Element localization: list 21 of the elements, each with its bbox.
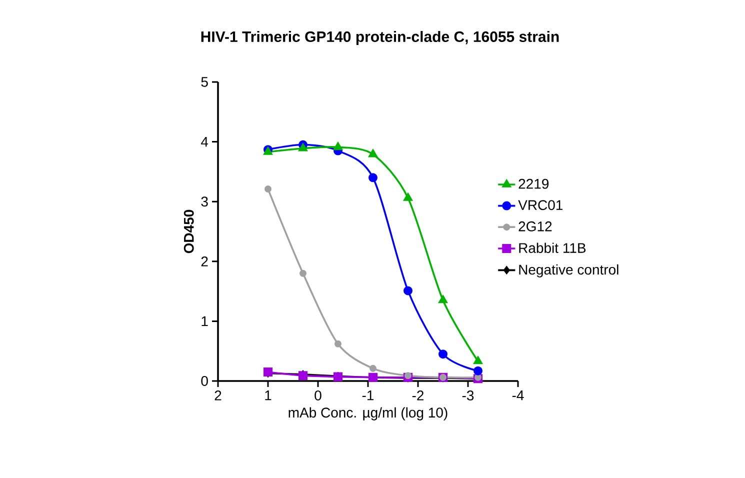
x-tick-label: -4 [512,390,524,400]
y-tick-label: 5 [201,77,208,87]
y-tick-label: 3 [201,196,208,207]
x-tick-label: 1 [265,390,272,400]
legend-label: 2G12 [518,221,552,232]
x-axis-title: mAb Conc. µg/ml (log 10) [288,407,448,420]
x-tick-label: 2 [214,390,222,400]
legend-label: 2219 [518,178,549,189]
x-tick-label: 0 [314,390,322,400]
legend-label: Negative control [519,264,618,278]
legend-label: Rabbit 11B [519,242,586,253]
x-tick-label: -2 [412,390,424,400]
x-tick-label: -1 [362,390,374,400]
y-tick-label: 0 [201,376,208,386]
y-tick-label: 1 [202,316,208,326]
x-tick-label: -3 [462,390,474,400]
legend-label: VRC01 [518,200,563,210]
y-tick-label: 2 [201,256,208,266]
y-tick-label: 4 [200,136,208,147]
chart-title: HIV-1 Trimeric GP140 protein-clade C, 16055 strain [201,31,559,45]
y-axis-title: OD450 [184,210,194,254]
